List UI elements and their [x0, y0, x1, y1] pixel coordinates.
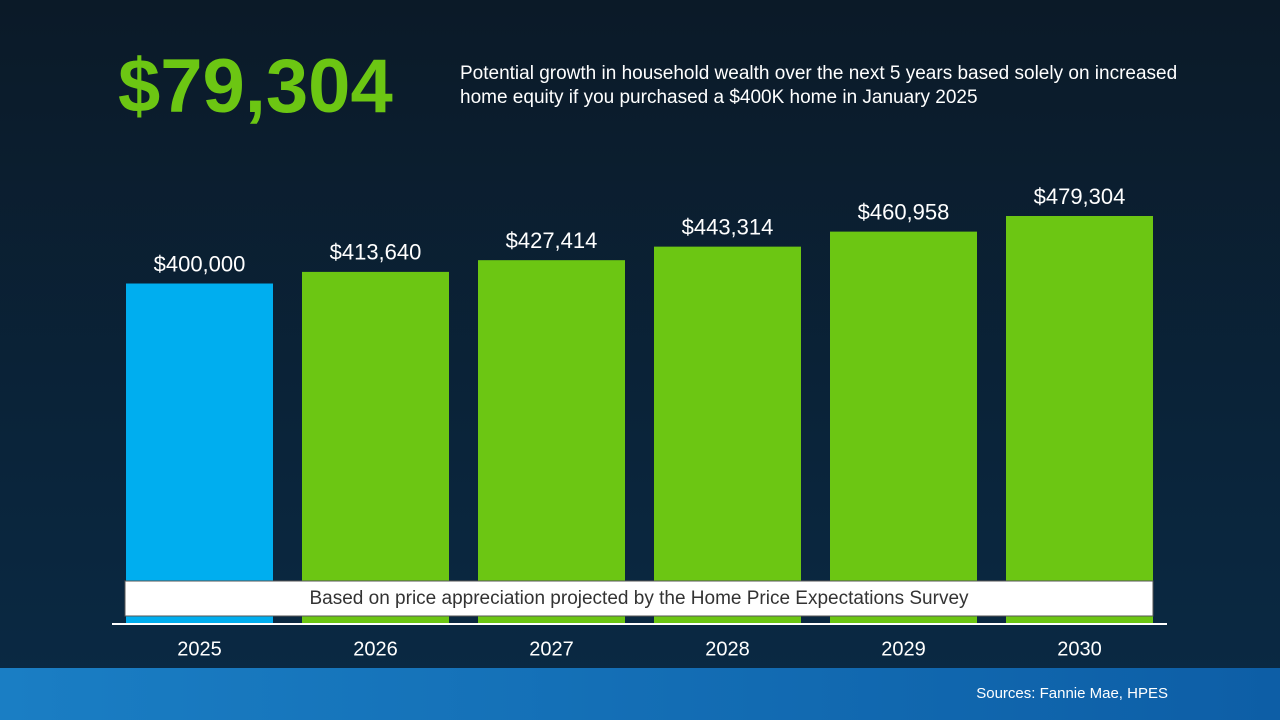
value-label: $479,304	[1034, 184, 1126, 209]
bar	[478, 260, 625, 624]
bar	[830, 231, 977, 624]
x-tick-label: 2030	[1057, 638, 1102, 660]
x-tick-label: 2028	[705, 638, 750, 660]
bar	[126, 283, 273, 624]
title-box: Potential growth in household wealth ove…	[460, 63, 1178, 108]
value-label: $400,000	[154, 251, 246, 276]
value-label: $413,640	[330, 240, 422, 265]
chart-title: Potential growth in household wealth ove…	[460, 63, 1178, 108]
annotation: Based on price appreciation projected by…	[309, 588, 969, 609]
annotation-box	[124, 580, 1154, 617]
source: Sources: Fannie Mae, HPES	[976, 685, 1168, 702]
bar	[654, 246, 801, 624]
value-label: $427,414	[506, 228, 598, 253]
x-tick-label: 2029	[881, 638, 926, 660]
value-label: $460,958	[858, 199, 950, 224]
value-label: $443,314	[682, 214, 774, 239]
bar	[302, 271, 449, 624]
x-tick-label: 2026	[353, 638, 398, 660]
headline: $79,304	[118, 44, 393, 129]
x-tick-label: 2025	[177, 638, 222, 660]
bar	[1006, 216, 1153, 624]
plot: $400,000 2025 $413,640 2026 $427,414 2027 $443…	[126, 184, 1153, 660]
x-tick-label: 2027	[529, 638, 574, 660]
footer-band	[0, 668, 1280, 720]
